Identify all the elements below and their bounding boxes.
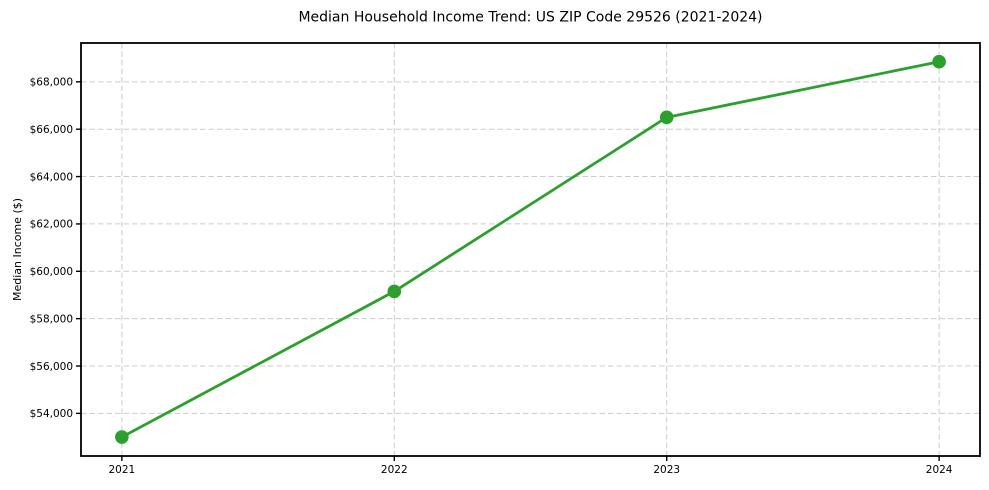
data-point-2022	[387, 284, 402, 299]
data-point-2023	[659, 110, 674, 125]
y-tick-label: $56,000	[30, 361, 73, 373]
x-tick-label: 2022	[381, 464, 408, 476]
axis-layer: $54,000 $56,000 $58,000 $60,000 $62,000 $64,0…	[30, 42, 981, 476]
data-point-2024	[932, 54, 946, 69]
y-tick-label: $62,000	[30, 219, 73, 231]
plot-border	[80, 42, 981, 457]
y-tick-label: $66,000	[30, 124, 73, 136]
y-tick-label: $68,000	[30, 77, 73, 89]
x-tick-label: 2024	[926, 464, 953, 476]
chart-title: Median Household Income Trend: US ZIP Co…	[298, 10, 762, 26]
y-tick-label: $64,000	[30, 171, 73, 183]
grid-layer	[81, 43, 980, 456]
y-tick-label: $60,000	[30, 266, 73, 278]
median-income-trend-line	[120, 60, 941, 439]
data-point-2021	[115, 430, 129, 444]
x-tick-label: 2021	[108, 464, 135, 476]
y-tick-label: $58,000	[30, 313, 73, 325]
y-tick-label: $54,000	[30, 408, 73, 420]
y-axis-label: Median Income ($)	[11, 198, 24, 301]
data-layer	[115, 54, 946, 444]
x-tick-label: 2023	[653, 464, 680, 476]
